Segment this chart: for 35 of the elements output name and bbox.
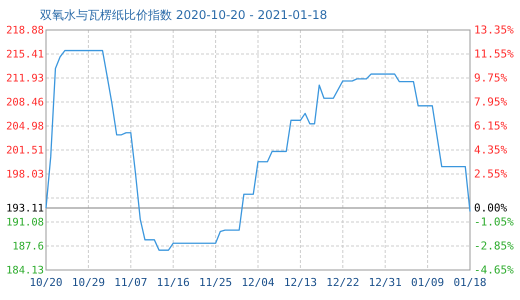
y2-tick-label: 11.55%: [474, 48, 514, 61]
x-tick-label: 11/25: [199, 276, 232, 289]
y2-tick-label: -4.65%: [474, 264, 514, 277]
y-tick-label: 184.13: [6, 264, 44, 276]
x-tick-label: 11/16: [156, 276, 190, 289]
y2-tick-label: 2.55%: [474, 168, 508, 181]
y-tick-label: 191.08: [6, 216, 44, 228]
y-tick-label: 208.46: [6, 96, 44, 108]
y-tick-label: 204.98: [6, 120, 44, 132]
x-tick-label: 10/20: [29, 276, 63, 289]
y-tick-label: 215.41: [6, 48, 44, 60]
x-tick-label: 12/13: [284, 276, 317, 289]
y-tick-label: 211.93: [6, 72, 44, 84]
y2-tick-label: -1.05%: [474, 216, 514, 229]
y2-tick-label: 4.35%: [474, 144, 508, 157]
x-tick-label: 11/07: [114, 276, 148, 289]
y-tick-label: 187.6: [12, 240, 44, 252]
y2-tick-label: 9.75%: [474, 72, 508, 85]
line-series: [45, 50, 471, 251]
y-tick-label: 193.11: [6, 202, 44, 214]
y2-tick-label: 0.00%: [474, 202, 508, 215]
x-tick-label: 12/04: [241, 276, 275, 289]
x-tick-label: 01/18: [453, 276, 487, 289]
x-tick-label: 10/29: [72, 276, 105, 289]
y-tick-label: 201.51: [6, 144, 44, 156]
y2-tick-label: 7.95%: [474, 96, 508, 109]
y-tick-label: 218.88: [6, 24, 44, 36]
y2-tick-label: -2.85%: [474, 240, 514, 253]
y-tick-label: 198.03: [6, 168, 44, 180]
y2-tick-label: 6.15%: [474, 120, 508, 133]
x-tick-label: 12/31: [368, 276, 402, 289]
y2-tick-label: 13.35%: [474, 24, 514, 37]
chart-title: 双氧水与瓦楞纸比价指数 2020-10-20 - 2021-01-18: [40, 8, 328, 22]
x-tick-label: 12/22: [326, 276, 360, 289]
x-tick-label: 01/09: [411, 276, 444, 289]
